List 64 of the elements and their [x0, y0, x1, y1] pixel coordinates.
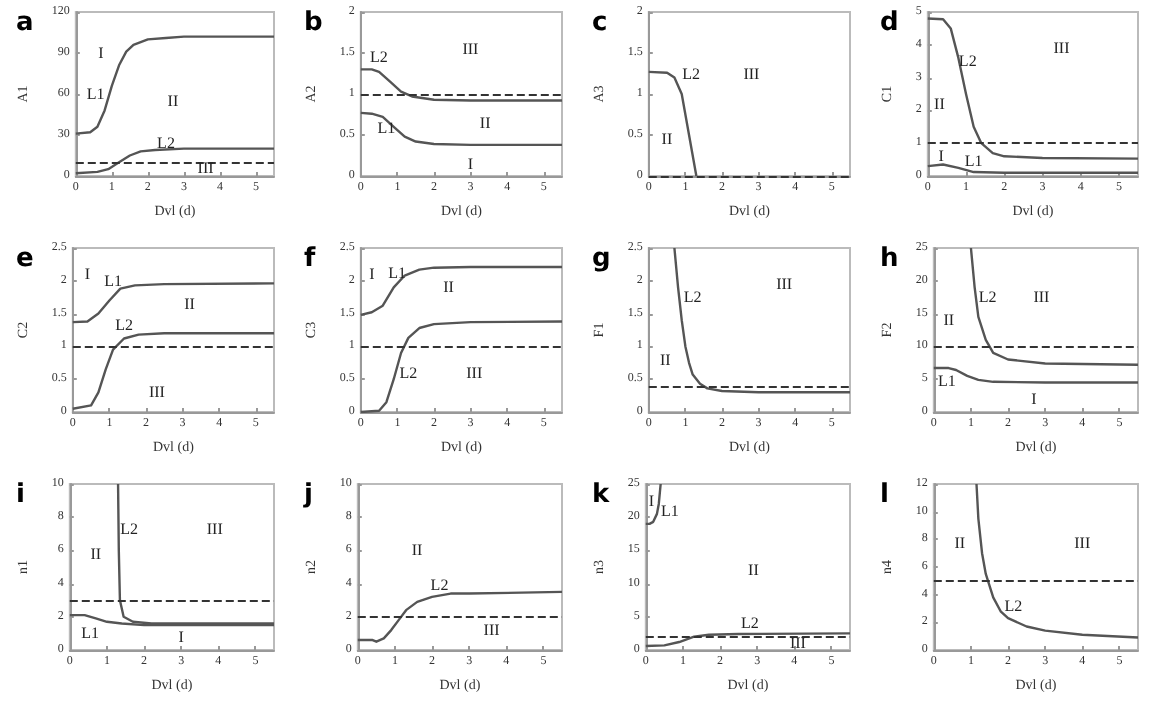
annotation: L2 [741, 614, 759, 633]
annotation: I [98, 44, 105, 62]
annotation: L2 [399, 363, 418, 382]
annotation: L1 [377, 119, 396, 138]
annotation: L1 [86, 85, 105, 103]
annotation: I [1031, 389, 1038, 408]
annotation: III [743, 64, 761, 83]
annotation: I [938, 147, 945, 166]
annotation: II [479, 113, 492, 132]
annotation: II [943, 311, 955, 330]
annotation: II [748, 561, 760, 580]
annotation: L2 [430, 576, 449, 595]
annotation: L2 [683, 288, 702, 307]
chart-title: e [16, 244, 34, 274]
chart-title: j [302, 480, 313, 510]
annotation: L2 [978, 288, 997, 307]
annotation: L1 [81, 624, 100, 643]
annotation: II [411, 541, 424, 560]
annotation: II [184, 294, 196, 313]
chart-title: h [880, 244, 899, 274]
annotation: III [148, 383, 166, 402]
annotation: I [369, 265, 376, 284]
annotation: II [90, 544, 102, 563]
annotation: II [443, 278, 455, 297]
annotation: III [462, 39, 480, 58]
annotation: III [789, 633, 807, 652]
chart-title: c [592, 8, 608, 38]
chart-title: l [880, 480, 889, 510]
annotation: L1 [937, 371, 956, 390]
annotation: L2 [120, 519, 138, 538]
chart-title: b [304, 8, 323, 38]
annotation: III [466, 363, 483, 382]
annotation: III [206, 519, 224, 538]
annotation: I [648, 491, 655, 510]
annotation: L2 [1004, 596, 1023, 615]
chart-title: k [592, 480, 610, 510]
chart-title: i [16, 480, 25, 510]
chart-title: a [16, 8, 34, 38]
annotation: L1 [388, 263, 406, 282]
annotation: III [1074, 534, 1091, 553]
annotation: L2 [370, 48, 388, 67]
annotation: L1 [104, 271, 122, 290]
chart-title: d [880, 8, 899, 38]
annotation: III [1053, 39, 1071, 58]
annotation: II [954, 534, 966, 553]
annotation: I [178, 627, 185, 646]
annotation: I [467, 154, 474, 173]
annotation: L1 [964, 152, 983, 171]
annotation: L2 [115, 316, 133, 335]
annotation: II [661, 130, 673, 149]
annotation: II [167, 91, 179, 110]
annotation: I [84, 265, 91, 284]
annotation: III [483, 621, 501, 640]
annotation: III [1033, 288, 1051, 307]
annotation: III [197, 158, 215, 177]
annotation: L2 [958, 52, 977, 71]
annotation: L2 [157, 134, 175, 153]
chart-title: g [592, 244, 611, 274]
annotation: III [776, 275, 793, 294]
chart-title: f [304, 244, 316, 274]
annotation: II [659, 350, 672, 369]
annotation: L1 [661, 501, 679, 520]
annotation: L2 [682, 64, 700, 83]
annotation: II [934, 94, 946, 113]
